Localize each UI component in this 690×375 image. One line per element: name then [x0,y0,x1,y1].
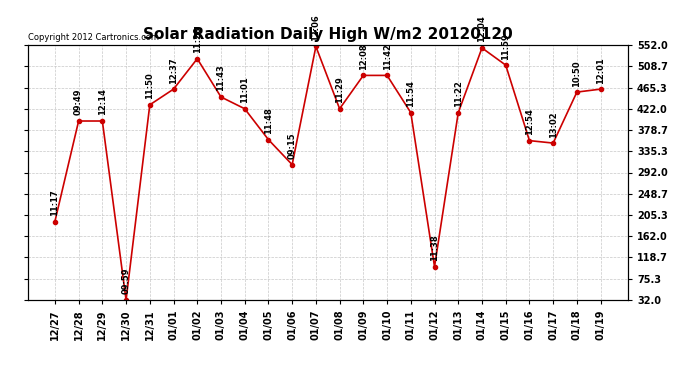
Text: 11:17: 11:17 [50,189,59,216]
Text: Copyright 2012 Cartronics.com: Copyright 2012 Cartronics.com [28,33,159,42]
Text: 11:50: 11:50 [146,72,155,99]
Text: 11:43: 11:43 [217,64,226,92]
Text: 12:04: 12:04 [477,16,486,42]
Text: 09:15: 09:15 [288,132,297,159]
Text: 12:54: 12:54 [525,108,534,135]
Text: 10:50: 10:50 [573,60,582,87]
Text: 11:01: 11:01 [240,76,249,103]
Text: 13:02: 13:02 [549,111,558,138]
Text: 11:48: 11:48 [264,107,273,134]
Text: 12:08: 12:08 [359,43,368,70]
Text: 12:06: 12:06 [311,14,320,41]
Text: 12:14: 12:14 [98,88,107,116]
Title: Solar Radiation Daily High W/m2 20120120: Solar Radiation Daily High W/m2 20120120 [143,27,513,42]
Text: 11:38: 11:38 [430,234,439,261]
Text: 12:01: 12:01 [596,57,605,84]
Text: 11:28: 11:28 [193,26,201,53]
Text: 09:49: 09:49 [74,89,83,116]
Text: 11:59: 11:59 [501,33,510,60]
Text: 09:59: 09:59 [121,268,130,294]
Text: 11:22: 11:22 [454,80,463,107]
Text: 11:42: 11:42 [382,43,391,70]
Text: 11:29: 11:29 [335,76,344,103]
Text: 12:37: 12:37 [169,57,178,84]
Text: 11:54: 11:54 [406,80,415,107]
